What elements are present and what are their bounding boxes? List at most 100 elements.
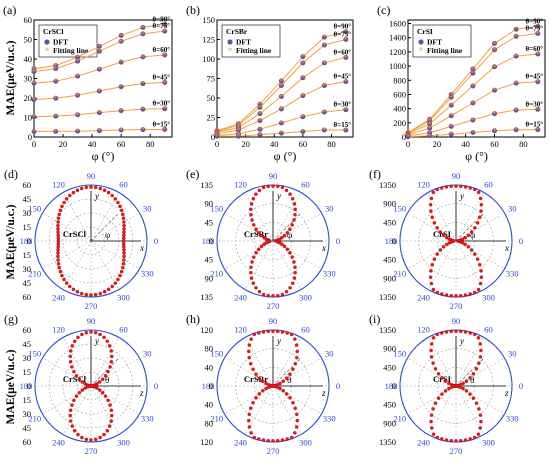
polar-point (249, 337, 253, 341)
fit-point: * (301, 53, 305, 62)
angle-label: 270 (267, 446, 280, 456)
polar-point (459, 438, 463, 443)
polar-point (79, 186, 84, 191)
polar-point (264, 386, 268, 391)
polar-point (254, 372, 258, 376)
polar-point (248, 361, 253, 366)
polar-point (284, 289, 289, 294)
polar-point (288, 396, 292, 400)
polar-point (109, 419, 113, 423)
angle-symbol: θ (470, 375, 474, 385)
polar-point (113, 281, 118, 285)
polar-point (440, 186, 444, 190)
angle-label: 330 (323, 269, 336, 279)
dft-point (448, 102, 454, 108)
polar-point (429, 196, 434, 201)
polar-point (449, 293, 453, 298)
r-tick-label-upper: 450 (383, 217, 396, 227)
r-tick-label-upper: 120 (200, 325, 213, 335)
angle-symbol: φ (287, 230, 292, 240)
polar-point (95, 382, 99, 386)
polar-point (75, 188, 80, 193)
polar-point (478, 426, 483, 430)
r-tick-label-lower: 40 (205, 400, 214, 410)
polar-point (74, 394, 79, 398)
r-tick-label-upper: 0 (392, 381, 396, 391)
fit-point: * (344, 53, 348, 62)
polar-point (449, 329, 453, 334)
angle-label: 90 (87, 316, 96, 326)
grid-spoke (62, 385, 92, 435)
polar-point (71, 190, 76, 195)
polar-point (84, 185, 89, 190)
grid-spoke (455, 357, 505, 387)
axis-y-label: y (94, 191, 99, 201)
polar-point (469, 230, 474, 234)
polar-point (80, 435, 84, 440)
material-name: CrSCl (43, 27, 63, 36)
r-tick-label-lower: 450 (383, 400, 396, 410)
axis-h-label: x (321, 243, 326, 253)
polar-point (110, 193, 114, 198)
x-tick-label: 60 (490, 139, 499, 149)
y-tick-label: 1600 (389, 19, 406, 29)
polar-point (100, 377, 105, 382)
panel-label: (g) (4, 312, 18, 326)
series-label: θ=15° (334, 121, 352, 129)
axis-h-label: x (504, 243, 509, 253)
fit-point: * (322, 108, 326, 117)
polar-point (56, 254, 60, 259)
series-label: θ=60° (526, 45, 544, 53)
polar-point (84, 437, 89, 442)
fit-point: * (163, 20, 167, 29)
polar-point (284, 392, 289, 396)
polar-point (122, 251, 126, 255)
y-tick-label: 0 (28, 132, 32, 142)
y-tick-label: 75 (207, 74, 216, 84)
polar-point (121, 212, 125, 217)
panel-c: (c)0 20 40 60 800200400600800100012001400160… (377, 3, 546, 163)
polar-point (77, 390, 82, 395)
grid-spoke (272, 192, 302, 242)
dft-point (96, 66, 102, 72)
r-tick-label-upper: 45 (205, 217, 214, 227)
polar-point (254, 251, 258, 255)
polar-point (440, 331, 444, 335)
angle-label: 210 (28, 414, 41, 424)
dft-point (257, 111, 263, 117)
material-name: CrSBr (244, 374, 268, 384)
polar-point (460, 237, 465, 242)
grid-spoke (272, 212, 322, 242)
polar-point (251, 197, 256, 201)
y-tick-label: 0 (211, 132, 215, 142)
fit-point: * (449, 93, 453, 102)
polar-point (440, 437, 444, 441)
r-tick-label-upper: 90 (205, 199, 214, 209)
r-tick-label-upper: 30 (23, 208, 32, 218)
polar-point (479, 203, 484, 207)
polar-point (98, 435, 102, 440)
angle-direction-line (455, 212, 485, 242)
fit-point: * (54, 127, 58, 136)
polar-point (93, 330, 98, 335)
polar-point (122, 258, 126, 262)
dft-point (300, 93, 306, 99)
polar-point (479, 209, 483, 213)
series-1: *******θ=75° (405, 24, 543, 138)
grid-spoke (62, 192, 92, 242)
polar-point (429, 281, 434, 286)
polar-point (449, 184, 453, 189)
fit-point: * (236, 132, 240, 141)
fit-point: * (471, 128, 475, 137)
polar-point (428, 203, 433, 207)
fit-point: * (449, 122, 453, 131)
polar-point (72, 429, 77, 433)
polar-point (478, 355, 483, 359)
polar-point (102, 289, 107, 294)
polar-point (288, 227, 292, 231)
polar-point (293, 207, 297, 212)
r-tick-label-upper: 0 (392, 236, 396, 246)
series-label: θ=30° (526, 100, 544, 108)
